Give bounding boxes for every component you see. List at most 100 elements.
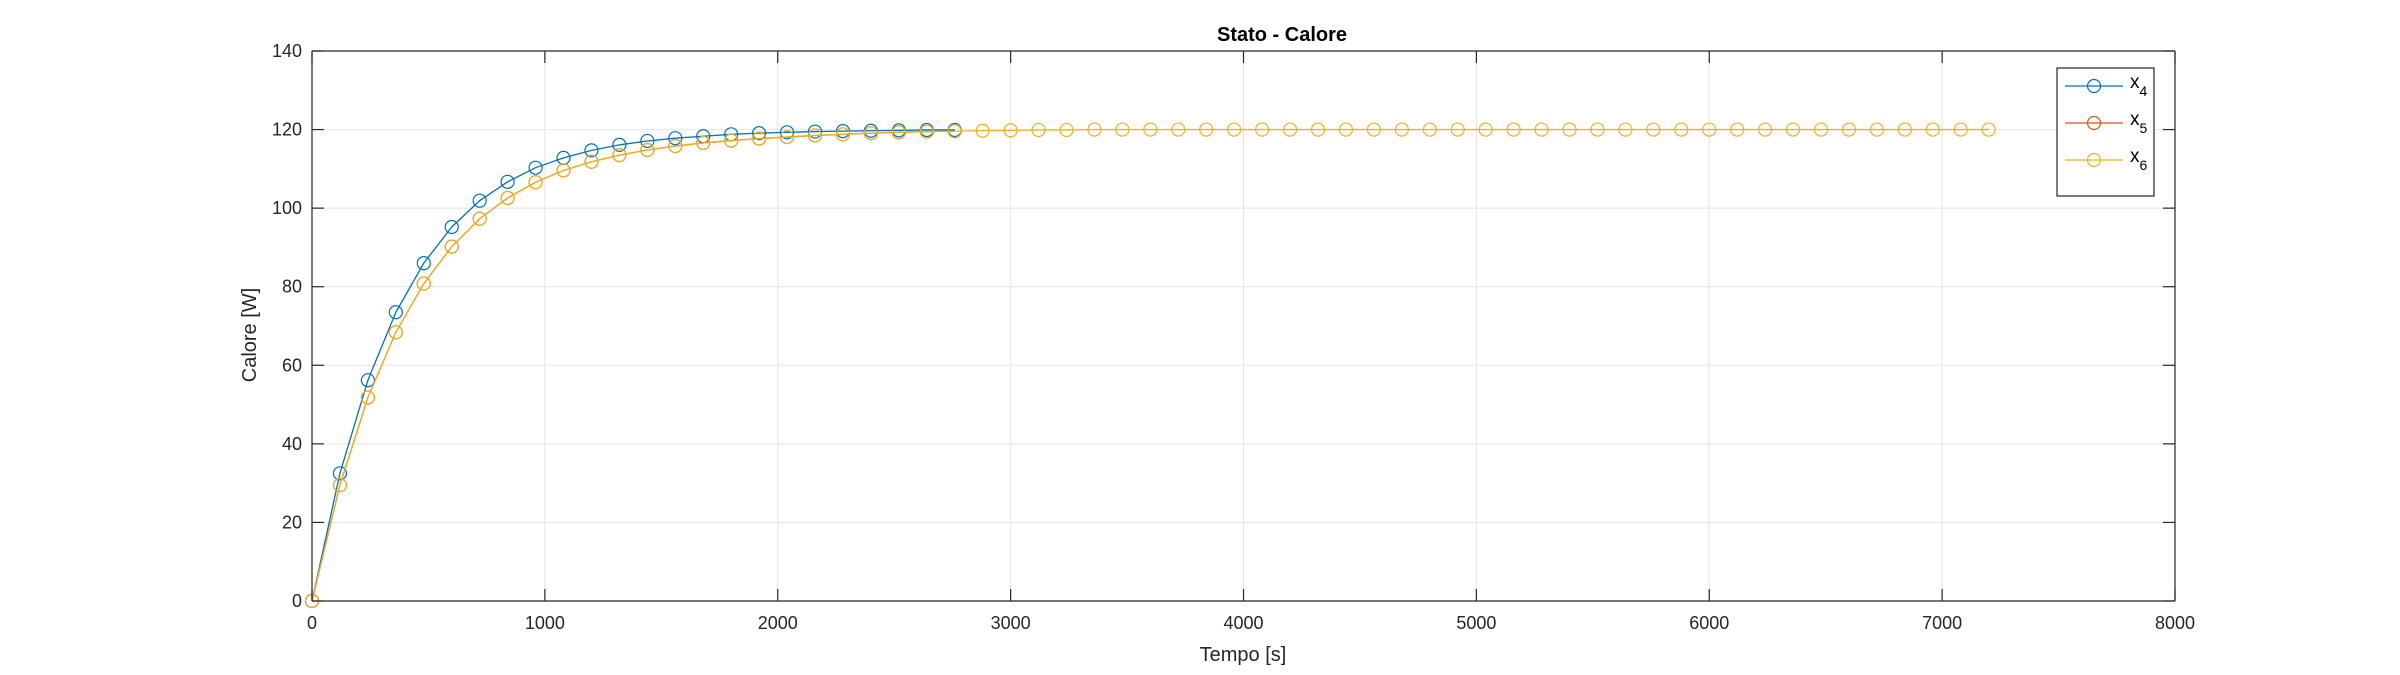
y-tick-label: 40 <box>282 434 302 454</box>
y-tick-label: 120 <box>272 120 302 140</box>
data-point-x6 <box>1925 122 1940 137</box>
data-point-x4 <box>332 466 348 481</box>
data-point-x6 <box>1618 122 1633 137</box>
data-point-x4 <box>612 137 627 152</box>
data-point-x4 <box>752 126 767 141</box>
data-point-x6 <box>696 135 711 151</box>
data-point-x6 <box>1506 122 1521 137</box>
legend-entry-label: x6 <box>2130 146 2148 173</box>
data-point-x4 <box>584 143 599 158</box>
data-point-x6 <box>724 133 739 148</box>
data-point-x6 <box>1674 122 1689 137</box>
data-point-x6 <box>1003 123 1018 138</box>
data-point-x6 <box>1702 122 1717 137</box>
data-point-x6 <box>444 239 459 254</box>
data-point-x6 <box>1059 122 1074 138</box>
x-tick-label: 8000 <box>2155 613 2195 633</box>
data-point-x6 <box>1450 122 1465 137</box>
data-point-x6 <box>779 129 795 145</box>
data-point-x6 <box>668 138 683 154</box>
data-point-x6 <box>472 211 487 226</box>
plot-area: 0 1000 2000 3000 4000 5000 6000 7000 8000 0 20 40 60… <box>272 41 2195 633</box>
data-point-x6 <box>1394 122 1409 137</box>
series-line-x4 <box>311 129 955 602</box>
data-point-x6 <box>752 131 767 146</box>
data-point-x6 <box>1338 122 1354 137</box>
data-point-x4 <box>444 219 459 235</box>
y-axis-label: Calore [W] <box>239 288 261 382</box>
data-point-x6 <box>528 175 543 190</box>
legend-marker-x4 <box>2086 78 2102 94</box>
x-tick-label: 1000 <box>525 613 565 633</box>
data-point-x6 <box>919 124 934 139</box>
data-point-x4 <box>472 193 487 208</box>
data-point-x6 <box>1087 122 1102 137</box>
data-point-x6 <box>1310 122 1326 137</box>
data-point-x6 <box>612 148 627 163</box>
legend-entry-label: x5 <box>2130 109 2148 136</box>
data-point-x6 <box>1422 122 1437 137</box>
data-point-x6 <box>584 154 599 169</box>
x-axis-label: Tempo [s] <box>1200 644 1287 666</box>
data-point-x6 <box>1981 122 1996 137</box>
y-tick-label: 100 <box>272 198 302 218</box>
data-point-x6 <box>1031 122 1046 138</box>
data-point-x4 <box>668 131 683 146</box>
data-point-x6 <box>500 190 515 206</box>
data-point-x6 <box>1199 122 1214 137</box>
data-point-x6 <box>1841 122 1857 137</box>
data-point-x6 <box>1282 122 1298 137</box>
data-point-x6 <box>891 125 906 140</box>
x-tick-label: 7000 <box>1922 613 1962 633</box>
legend-entry-label: x4 <box>2130 72 2148 99</box>
y-tick-label: 60 <box>282 355 302 375</box>
x-tick-label: 3000 <box>991 613 1031 633</box>
data-point-x6 <box>388 325 403 340</box>
data-point-x6 <box>975 123 990 138</box>
data-point-x6 <box>863 126 879 141</box>
legend[interactable]: x4 x5 x6 <box>2056 67 2155 197</box>
y-tick-label: 140 <box>272 41 302 61</box>
legend-marker-x6 <box>2086 152 2102 168</box>
data-point-x6 <box>1869 122 1885 137</box>
y-tick-label: 0 <box>292 591 302 611</box>
data-point-x6 <box>1227 122 1242 137</box>
data-point-x6 <box>835 127 851 142</box>
data-point-x6 <box>360 390 375 405</box>
data-point-x4 <box>360 373 375 388</box>
data-point-x6 <box>807 128 823 143</box>
data-point-x6 <box>1255 122 1270 137</box>
data-point-x6 <box>1813 122 1829 137</box>
data-point-x4 <box>528 160 543 175</box>
data-point-x6 <box>640 142 655 158</box>
data-point-x6 <box>556 163 571 178</box>
data-point-x6 <box>947 124 962 139</box>
data-point-x6 <box>1646 122 1661 137</box>
data-point-x6 <box>1562 122 1577 137</box>
data-point-x6 <box>1785 122 1801 137</box>
data-point-x6 <box>416 276 431 291</box>
x-tick-label: 6000 <box>1689 613 1729 633</box>
data-point-x6 <box>332 478 348 493</box>
data-point-x4 <box>779 125 795 140</box>
legend-box <box>2056 67 2155 197</box>
data-point-x6 <box>1171 122 1186 137</box>
data-point-x6 <box>1590 122 1605 137</box>
data-point-x4 <box>416 256 431 271</box>
data-point-x6 <box>1730 122 1745 137</box>
x-tick-label: 0 <box>307 613 317 633</box>
data-point-x4 <box>388 305 403 320</box>
data-point-x4 <box>807 124 823 139</box>
data-point-x4 <box>640 133 655 149</box>
data-point-x6 <box>1478 122 1493 137</box>
y-tick-label: 20 <box>282 512 302 532</box>
data-point-x6 <box>1758 122 1773 137</box>
data-point-x6 <box>1366 122 1382 137</box>
x-tick-label: 2000 <box>758 613 798 633</box>
chart-title: Stato - Calore <box>1217 24 1347 46</box>
data-point-x6 <box>1897 122 1912 137</box>
y-tick-label: 80 <box>282 277 302 297</box>
data-point-x4 <box>835 124 851 139</box>
x-tick-label: 5000 <box>1456 613 1496 633</box>
